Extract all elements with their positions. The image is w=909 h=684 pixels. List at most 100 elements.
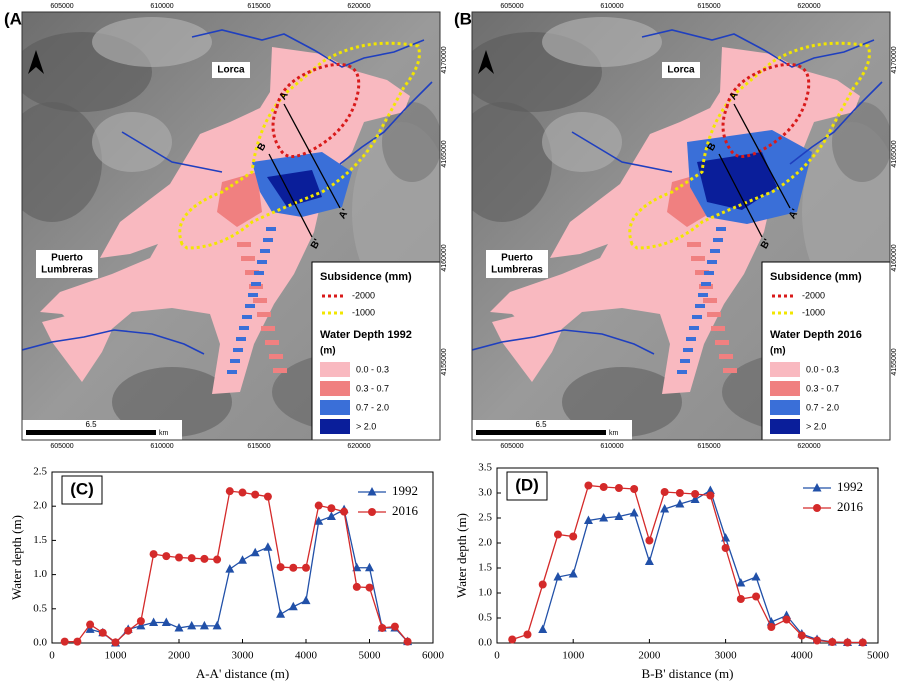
series-line: [543, 491, 863, 643]
flood-moderate-strip: [261, 326, 275, 331]
marker: [175, 554, 183, 562]
flood-deep-strip: [680, 359, 690, 363]
y-tick-label: 3.0: [478, 487, 492, 499]
x-axis-title: B-B' distance (m): [642, 666, 734, 681]
y-tick-label: 2.0: [478, 537, 492, 549]
flood-deep-strip: [698, 293, 708, 297]
x-coord-bottom: 620000: [347, 443, 370, 450]
marker: [752, 593, 760, 601]
x-coord-bottom: 615000: [247, 443, 270, 450]
marker: [539, 581, 547, 589]
x-tick-label: 0: [49, 650, 55, 662]
marker: [569, 533, 577, 541]
marker: [149, 617, 158, 626]
marker: [200, 621, 209, 630]
relief: [92, 17, 212, 67]
marker: [630, 485, 638, 493]
flood-moderate-strip: [269, 354, 283, 359]
relief: [2, 102, 102, 222]
marker: [538, 625, 547, 634]
x-coord-top: 605000: [500, 3, 523, 10]
marker: [752, 572, 761, 581]
flood-deep-strip: [227, 370, 237, 374]
chart: 01000200030004000500060000.00.51.01.52.0…: [9, 466, 445, 681]
marker: [277, 563, 285, 571]
x-tick-label: 3000: [715, 650, 738, 662]
y-tick-label: 0.0: [478, 637, 492, 649]
marker: [859, 639, 867, 647]
flood-deep-strip: [704, 271, 714, 275]
marker: [315, 502, 323, 510]
scale-unit: km: [159, 430, 169, 437]
y-tick-label: 1.5: [478, 562, 492, 574]
legend-label: 0.0 - 0.3: [806, 364, 839, 374]
legend-swatch: [770, 400, 800, 415]
flood-moderate-strip: [265, 340, 279, 345]
marker: [225, 564, 234, 573]
map-panel: (B)6050006050006100006100006150006150006…: [452, 3, 902, 450]
marker: [263, 542, 272, 551]
marker: [137, 617, 145, 625]
x-coord-bottom: 605000: [50, 443, 73, 450]
x-coord-top: 615000: [697, 3, 720, 10]
place-label: Lumbreras: [41, 265, 93, 276]
marker: [327, 504, 335, 512]
marker: [813, 637, 821, 645]
flood-deep-strip: [242, 315, 252, 319]
marker: [798, 632, 806, 640]
marker: [783, 616, 791, 624]
marker: [188, 554, 196, 562]
flood-deep-strip: [266, 227, 276, 231]
legend-label: 2016: [392, 503, 419, 518]
flood-moderate-strip: [691, 256, 705, 261]
scale-bar: [26, 430, 156, 435]
legend-title: Water Depth 2016: [770, 329, 862, 341]
flood-deep-strip: [701, 282, 711, 286]
flood-deep-strip: [239, 326, 249, 330]
marker: [86, 621, 94, 629]
x-tick-label: 4000: [791, 650, 814, 662]
marker: [569, 569, 578, 578]
y-tick-label: 3.5: [478, 462, 492, 474]
legend-marker: [368, 487, 377, 496]
marker: [238, 555, 247, 564]
marker: [99, 629, 107, 637]
y-tick-label: 2.5: [478, 512, 492, 524]
legend-swatch: [320, 400, 350, 415]
x-tick-label: 5000: [359, 650, 382, 662]
y-coord: 4165000: [441, 140, 448, 167]
marker: [276, 609, 285, 618]
legend-label: -1000: [802, 307, 825, 317]
x-coord-bottom: 610000: [600, 443, 623, 450]
place-label: Puerto: [501, 253, 533, 264]
flood-deep-strip: [716, 227, 726, 231]
legend-title: Subsidence (mm): [320, 271, 412, 283]
marker: [676, 489, 684, 497]
scale-label: 6.5: [85, 420, 97, 429]
flood-deep-strip: [689, 326, 699, 330]
legend-swatch: [770, 381, 800, 396]
x-coord-bottom: 605000: [500, 443, 523, 450]
legend-unit: (m): [320, 346, 336, 357]
flood-deep-strip: [260, 249, 270, 253]
marker: [302, 564, 310, 572]
relief: [542, 112, 622, 172]
marker: [239, 489, 247, 497]
marker: [150, 550, 158, 558]
flood-deep-strip: [707, 260, 717, 264]
legend-swatch: [320, 381, 350, 396]
marker: [645, 557, 654, 566]
marker: [213, 556, 221, 564]
legend-label: 0.7 - 2.0: [356, 402, 389, 412]
relief: [542, 17, 662, 67]
scale-label: 6.5: [535, 420, 547, 429]
x-tick-label: 2000: [638, 650, 661, 662]
flood-deep-strip: [683, 348, 693, 352]
marker: [289, 564, 297, 572]
marker: [61, 638, 69, 646]
marker: [767, 623, 775, 631]
flood-deep-strip: [263, 238, 273, 242]
marker: [327, 511, 336, 520]
flood-deep-strip: [230, 359, 240, 363]
